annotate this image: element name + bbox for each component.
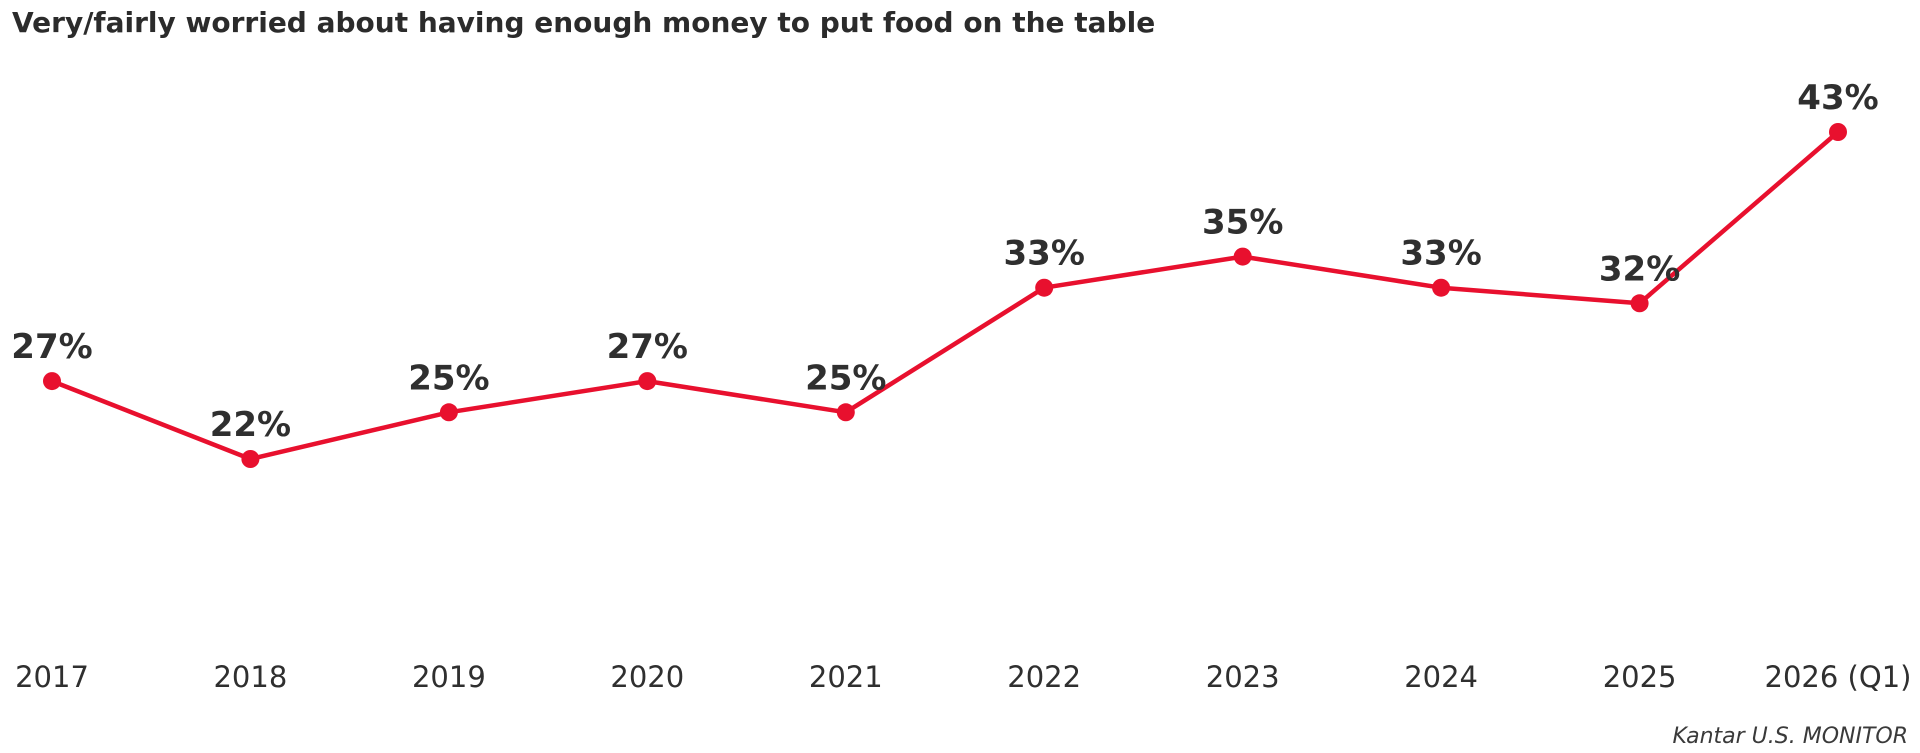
series-line <box>51 130 1840 462</box>
data-point <box>1035 278 1054 297</box>
data-point <box>439 403 458 422</box>
data-point <box>241 450 260 468</box>
x-tick-label: 2018 <box>213 660 287 694</box>
data-point <box>1233 247 1252 266</box>
data-label: 32% <box>1599 249 1680 289</box>
x-tick-label: 2019 <box>412 660 486 694</box>
data-label: 22% <box>210 405 291 445</box>
x-tick-label: 2025 <box>1603 660 1677 694</box>
data-label: 43% <box>1797 78 1878 118</box>
data-label: 35% <box>1202 203 1283 243</box>
data-label: 33% <box>1004 234 1085 274</box>
x-tick-label: 2026 (Q1) <box>1765 660 1912 694</box>
data-point <box>836 403 855 422</box>
data-point <box>1432 278 1451 297</box>
data-label-layer: 27% 22% 25% 27% 25% 33% 35% 33% 32% 43% <box>11 78 1878 445</box>
x-tick-label: 2020 <box>610 660 684 694</box>
source-note: Kantar U.S. MONITOR <box>1672 724 1908 749</box>
data-point <box>638 372 657 391</box>
data-point-layer <box>43 123 1847 468</box>
x-axis-ticks: 2017 2018 2019 2020 2021 2022 2023 2024 2025 2026… <box>15 660 1911 694</box>
x-tick-label: 2017 <box>15 660 89 694</box>
data-point <box>1630 294 1649 313</box>
x-tick-label: 2024 <box>1404 660 1478 694</box>
data-label: 25% <box>408 358 489 398</box>
x-tick-label: 2023 <box>1206 660 1280 694</box>
data-point <box>1829 123 1847 141</box>
data-point <box>43 372 61 391</box>
data-label: 25% <box>805 358 886 398</box>
x-tick-label: 2021 <box>809 660 883 694</box>
series-line-layer <box>51 130 1840 462</box>
data-label: 27% <box>11 327 92 367</box>
data-label: 27% <box>607 327 688 367</box>
data-label: 33% <box>1400 234 1481 274</box>
x-tick-label: 2022 <box>1007 660 1081 694</box>
chart-title: Very/fairly worried about having enough … <box>12 6 1156 39</box>
